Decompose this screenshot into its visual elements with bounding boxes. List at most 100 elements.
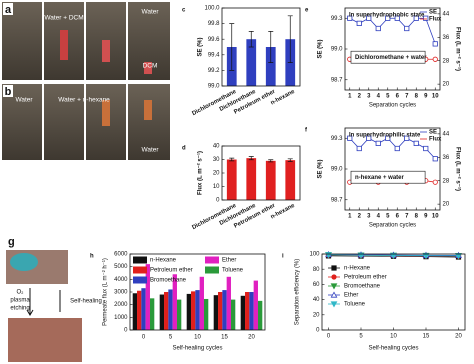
- marker: [432, 56, 438, 62]
- bar: [245, 292, 250, 330]
- photo-text: O₂: [17, 290, 25, 296]
- annotation: In superhydrophilic state: [349, 133, 421, 139]
- y-tick-label: 40: [213, 144, 220, 150]
- marker: [394, 145, 400, 152]
- marker: [423, 15, 429, 21]
- x-tick-label: 3: [367, 214, 371, 220]
- panel-label: d: [182, 146, 186, 152]
- marker: [404, 135, 410, 141]
- photo-text: plasma: [10, 298, 30, 304]
- y-axis-label: SE (%): [318, 159, 324, 178]
- x-axis-label: Self-healing cycles: [368, 346, 418, 352]
- annotation: In superhydrophobic state: [349, 13, 425, 19]
- y2-tick-label: 20: [443, 82, 450, 88]
- x-tick-label: 9: [424, 214, 428, 220]
- marker: [432, 41, 438, 47]
- x-axis-label: Self-healing cycles: [172, 346, 222, 352]
- x-tick-label: 9: [424, 94, 428, 100]
- x-axis-label: Separation cycles: [369, 223, 416, 229]
- x-tick-label: 8: [415, 214, 419, 220]
- legend-label: Bromoethane: [344, 284, 381, 290]
- marker: [422, 253, 430, 260]
- bar: [249, 292, 254, 330]
- legend-marker: [330, 283, 338, 290]
- marker: [347, 135, 353, 141]
- y-tick-label: 2000: [114, 302, 128, 308]
- bar: [253, 280, 258, 330]
- photo-b: b Water Water + n-hexane Water: [2, 84, 170, 160]
- bar: [137, 290, 142, 330]
- y-axis-label: Flux (L m⁻² s⁻¹): [197, 151, 204, 195]
- liquid: [102, 40, 110, 62]
- marker: [366, 135, 372, 141]
- x-axis-label: Separation cycles: [369, 103, 416, 109]
- y-tick-label: 5000: [114, 264, 128, 270]
- y-tick-label: 20: [313, 312, 320, 318]
- legend-label: n-Hexane: [344, 266, 371, 272]
- liquid: [102, 100, 110, 126]
- bar: [246, 158, 257, 200]
- legend-label: Flux: [429, 17, 442, 23]
- y-tick-label: 40: [313, 297, 320, 303]
- x-tick-label: 20: [455, 334, 462, 340]
- x-tick-label: 1: [348, 214, 352, 220]
- marker: [423, 145, 429, 152]
- photo-text: Water: [15, 97, 33, 104]
- panel-label: i: [282, 254, 284, 260]
- y-axis-label: Permeate flux (L m⁻² h⁻¹): [103, 258, 109, 326]
- y2-tick-label: 36: [443, 35, 450, 41]
- marker: [366, 15, 372, 21]
- arrow-head: [26, 309, 34, 316]
- panel-label: f: [305, 128, 308, 134]
- legend-label: SE: [429, 10, 437, 16]
- x-tick-label: 2: [358, 94, 362, 100]
- legend-label: SE: [429, 130, 437, 136]
- bar: [159, 294, 165, 330]
- bar: [172, 274, 177, 330]
- x-tick-label: 5: [169, 335, 173, 341]
- y-tick-label: 99.6: [208, 37, 220, 43]
- y-tick-label: 60: [313, 282, 320, 288]
- annotation: Dichloromethane + water: [355, 55, 427, 61]
- x-tick-label: 20: [248, 335, 255, 341]
- y-tick-label: 10: [213, 184, 220, 190]
- bar: [164, 292, 169, 330]
- marker: [356, 20, 362, 26]
- photo: [44, 84, 84, 160]
- bar: [265, 160, 276, 200]
- y-tick-label: 0: [316, 328, 320, 334]
- legend-swatch: [205, 266, 219, 274]
- liquid: [144, 62, 152, 74]
- y-tick-label: 99.0: [331, 47, 343, 53]
- y-tick-label: 99.0: [331, 167, 343, 173]
- panel-label: b: [5, 86, 12, 98]
- bar: [191, 291, 196, 330]
- bar: [218, 292, 223, 330]
- label-box: [3, 3, 13, 15]
- marker: [375, 140, 381, 146]
- x-tick-label: 0: [142, 335, 146, 341]
- x-tick-label: 10: [194, 335, 201, 341]
- x-tick-label: 2: [358, 214, 362, 220]
- x-tick-label: 10: [432, 94, 439, 100]
- y2-tick-label: 28: [443, 58, 450, 64]
- annotation-box: [350, 50, 426, 64]
- y-tick-label: 20: [213, 171, 220, 177]
- x-tick-label: 1: [348, 94, 352, 100]
- x-tick-label: 10: [432, 214, 439, 220]
- panel-label: c: [182, 8, 186, 14]
- x-tick-label: 8: [415, 94, 419, 100]
- legend-swatch: [133, 276, 147, 284]
- legend-label: Ether: [344, 293, 358, 299]
- legend-label: Ether: [222, 258, 236, 264]
- x-tick-label: 6: [396, 94, 400, 100]
- line: [349, 137, 436, 160]
- error-bar: [287, 158, 293, 162]
- marker: [413, 140, 419, 146]
- y2-tick-label: 44: [443, 11, 450, 17]
- photo-text: DCM: [143, 63, 158, 70]
- y-tick-label: 100: [309, 252, 320, 258]
- x-tick-label: 15: [423, 334, 430, 340]
- legend-label: Toluene: [222, 268, 244, 274]
- legend-marker: [331, 274, 337, 280]
